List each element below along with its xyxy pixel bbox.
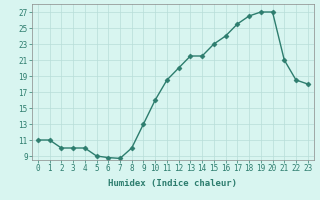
X-axis label: Humidex (Indice chaleur): Humidex (Indice chaleur) [108, 179, 237, 188]
